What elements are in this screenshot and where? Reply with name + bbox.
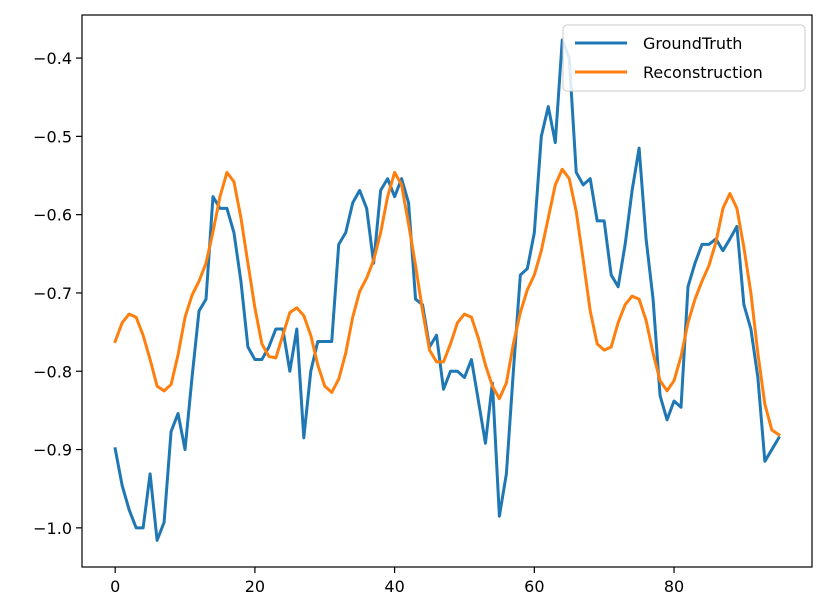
series-layer (113, 38, 781, 542)
y-tick-label: −0.9 (33, 441, 72, 460)
y-tick-label: −0.4 (33, 49, 72, 68)
y-tick-label: −0.5 (33, 127, 72, 146)
legend-label-reconstruction: Reconstruction (643, 63, 763, 82)
plot-area-frame (81, 14, 813, 568)
x-tick-label: 20 (245, 577, 265, 596)
x-tick-label: 0 (110, 577, 120, 596)
y-tick-label: −1.0 (33, 519, 72, 538)
x-tick-label: 60 (524, 577, 544, 596)
y-tick-label: −0.6 (33, 206, 72, 225)
legend-label-groundtruth: GroundTruth (643, 34, 742, 53)
series-line-reconstruction (113, 167, 781, 437)
y-tick-label: −0.7 (33, 284, 72, 303)
x-tick-label: 40 (384, 577, 404, 596)
series-line-groundtruth (113, 38, 781, 542)
legend: GroundTruth Reconstruction (562, 24, 806, 92)
y-tick-label: −0.8 (33, 362, 72, 381)
y-axis: −1.0 −0.9 −0.8 −0.7 −0.6 −0.5 −0.4 (33, 49, 82, 538)
x-tick-label: 80 (664, 577, 684, 596)
x-axis: 0 20 40 60 80 (110, 567, 684, 596)
